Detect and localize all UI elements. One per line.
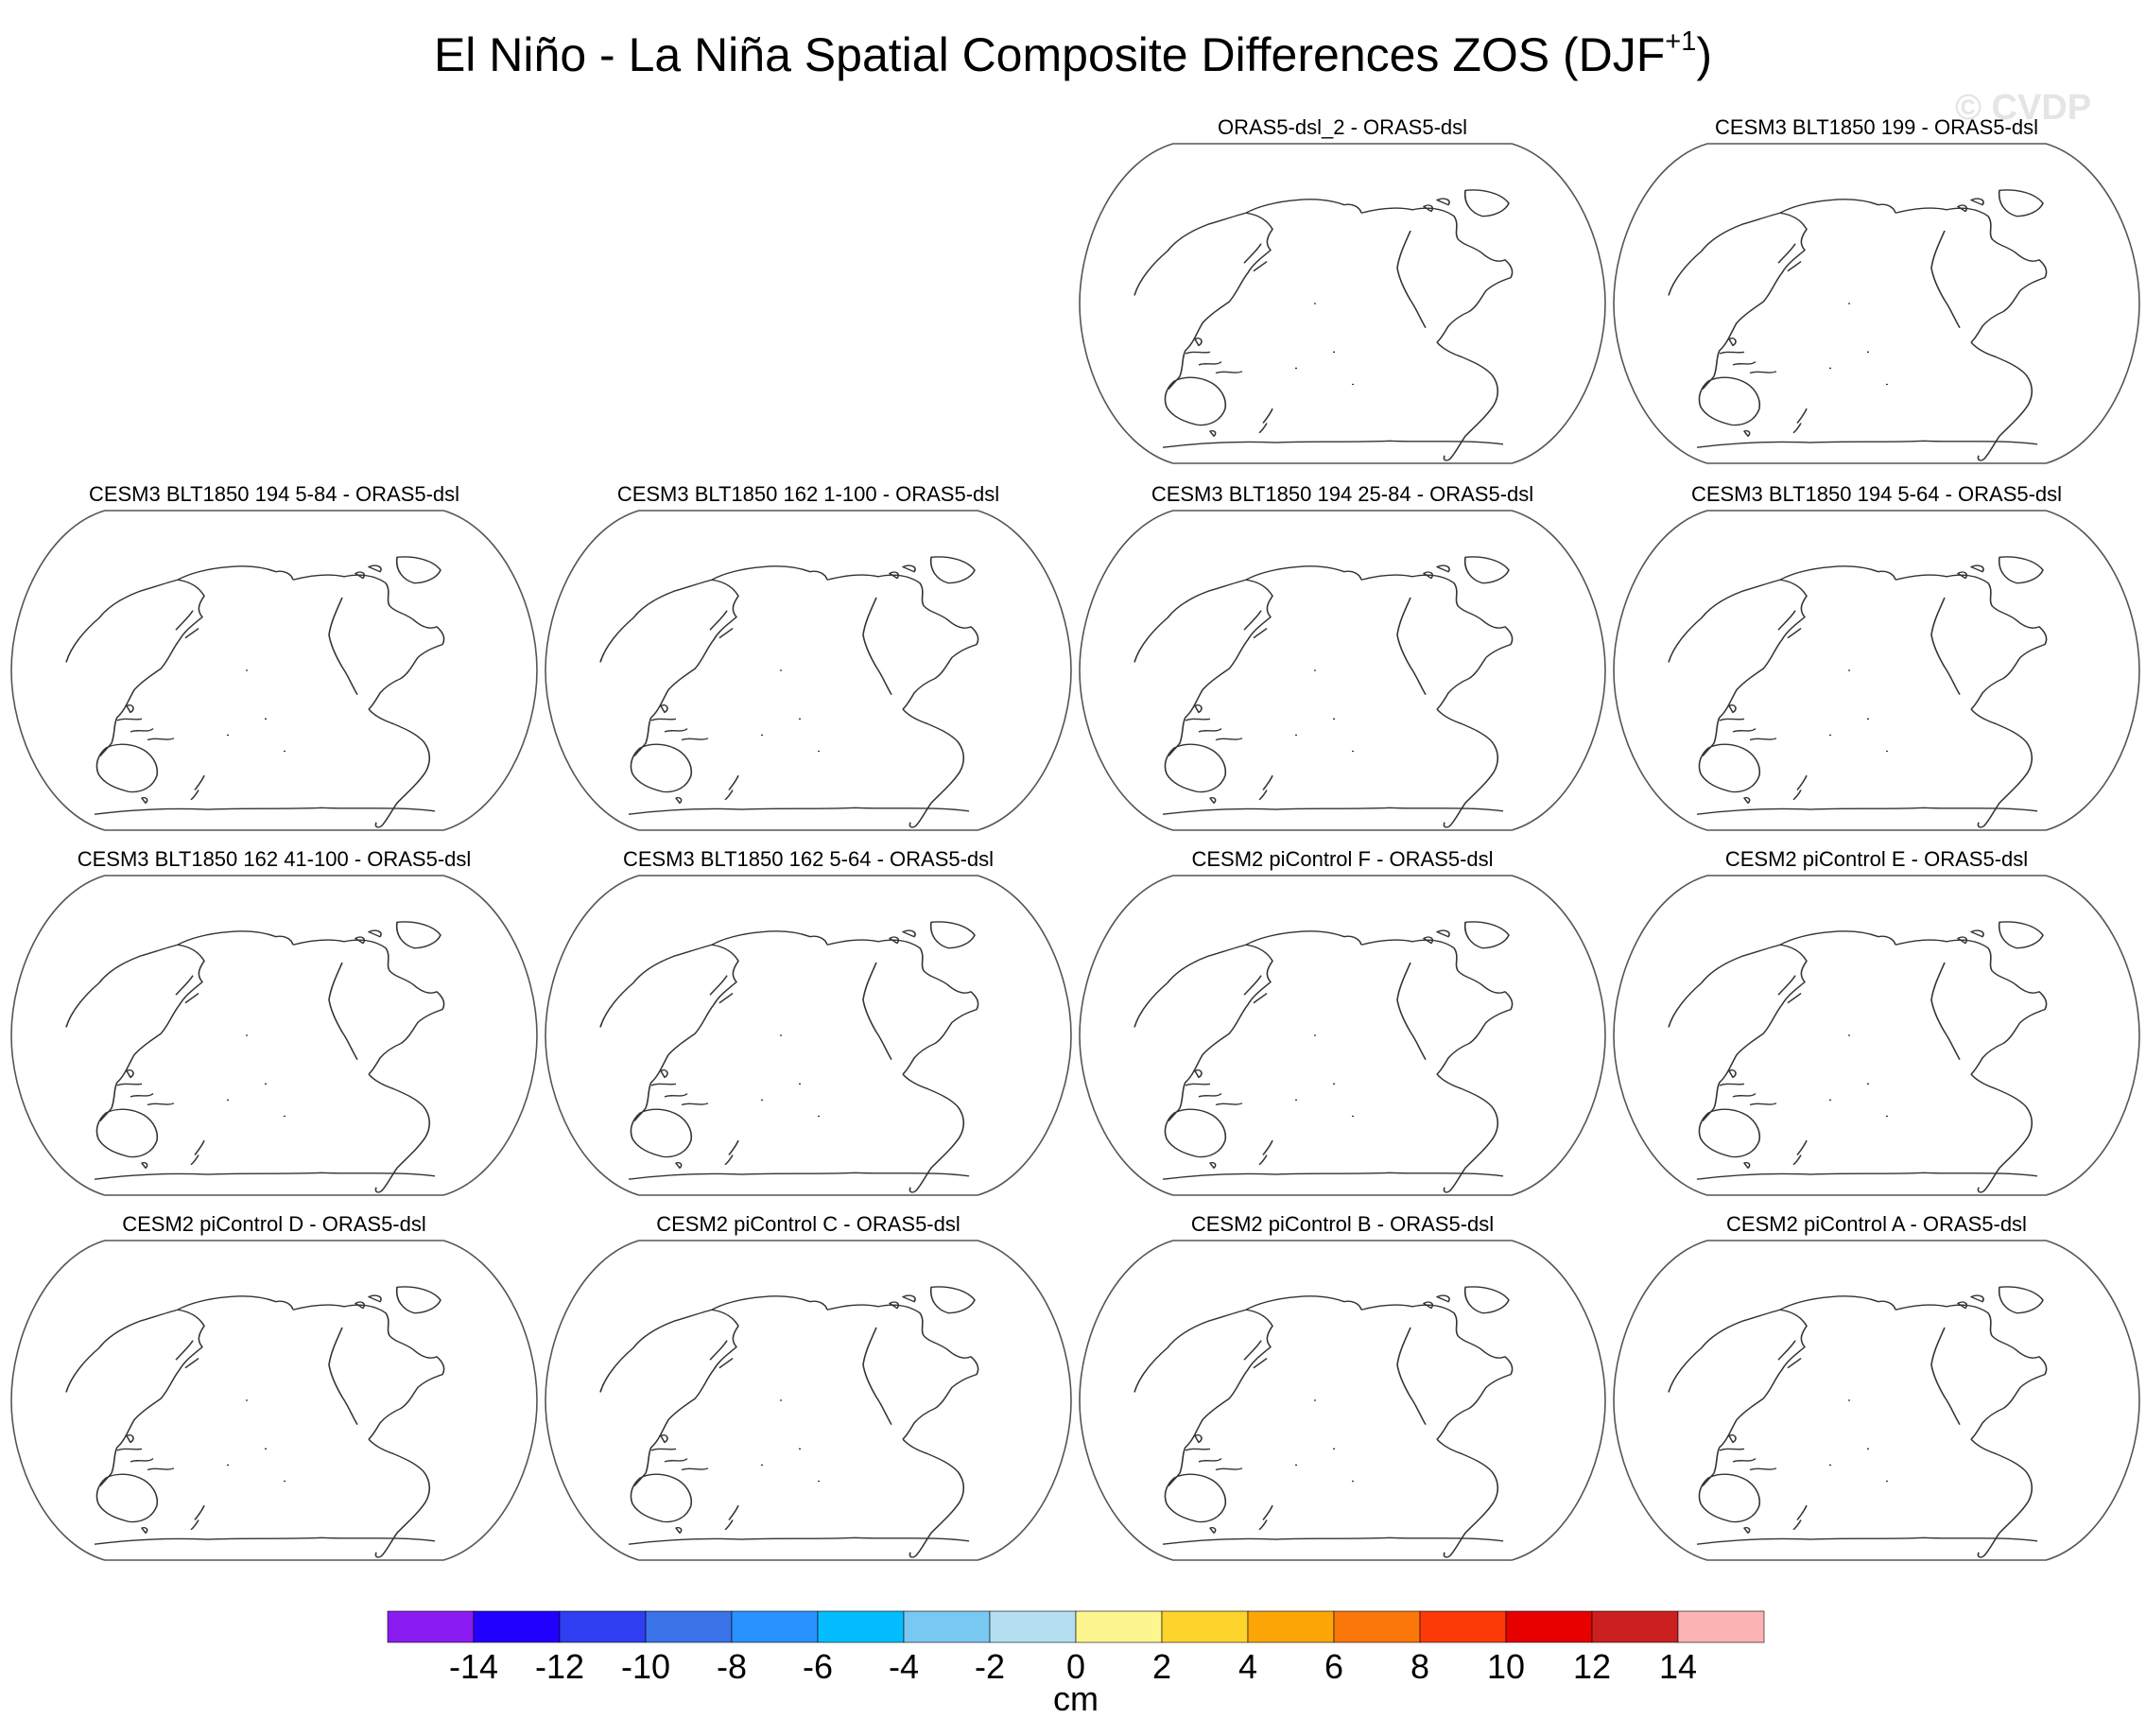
colorbar-units: cm xyxy=(1053,1679,1099,1718)
map-panel-title: CESM2 piControl F - ORAS5-dsl xyxy=(1191,847,1494,871)
map-panel-title: CESM3 BLT1850 194 5-84 - ORAS5-dsl xyxy=(88,482,460,506)
map-panel-title: CESM2 piControl C - ORAS5-dsl xyxy=(656,1212,961,1236)
world-map xyxy=(545,510,1072,831)
map-outline xyxy=(10,510,538,831)
map-panel-title: CESM3 BLT1850 162 1-100 - ORAS5-dsl xyxy=(616,482,1000,506)
colorbar-tick-label: -10 xyxy=(621,1647,670,1686)
colorbar-swatch xyxy=(473,1610,561,1643)
world-map xyxy=(1079,875,1606,1196)
map-outline xyxy=(1079,1240,1606,1561)
world-map xyxy=(1613,1240,2140,1561)
map-outline xyxy=(1613,1240,2140,1561)
colorbar-swatch xyxy=(731,1610,819,1643)
cvdp-watermark: © CVDP xyxy=(1955,88,2092,128)
map-outline xyxy=(1079,143,1606,464)
colorbar-swatch xyxy=(1677,1610,1765,1643)
map-outline xyxy=(1613,510,2140,831)
chart-title-close: ) xyxy=(1696,28,1713,81)
colorbar-swatch xyxy=(1333,1610,1421,1643)
colorbar-swatch xyxy=(1505,1610,1593,1643)
world-map xyxy=(1079,143,1606,464)
colorbar-tick-label: 6 xyxy=(1324,1647,1343,1686)
map-panel: CESM3 BLT1850 199 - ORAS5-dsl xyxy=(1612,115,2141,465)
colorbar-swatch xyxy=(559,1610,647,1643)
world-map xyxy=(10,875,538,1196)
colorbar-swatch xyxy=(1247,1610,1335,1643)
colorbar-swatch xyxy=(903,1610,991,1643)
colorbar-tick-label: -12 xyxy=(535,1647,584,1686)
map-panel: CESM2 piControl C - ORAS5-dsl xyxy=(544,1212,1073,1562)
map-panel: CESM2 piControl F - ORAS5-dsl xyxy=(1078,847,1607,1197)
map-panel-title: CESM2 piControl B - ORAS5-dsl xyxy=(1190,1212,1495,1236)
world-map xyxy=(1079,1240,1606,1561)
colorbar-swatch xyxy=(1161,1610,1249,1643)
map-panel: ORAS5-dsl_2 - ORAS5-dsl xyxy=(1078,115,1607,465)
colorbar-tick-label: -8 xyxy=(717,1647,747,1686)
map-panel: CESM2 piControl E - ORAS5-dsl xyxy=(1612,847,2141,1197)
world-map xyxy=(1613,875,2140,1196)
colorbar-swatch xyxy=(387,1610,475,1643)
map-outline xyxy=(545,875,1072,1196)
map-panel-title: CESM3 BLT1850 194 5-64 - ORAS5-dsl xyxy=(1690,482,2063,506)
colorbar-tick-label: 4 xyxy=(1238,1647,1257,1686)
colorbar-tick-label: 0 xyxy=(1066,1647,1085,1686)
world-map xyxy=(545,1240,1072,1561)
map-panel-title: CESM3 BLT1850 162 41-100 - ORAS5-dsl xyxy=(77,847,472,871)
map-outline xyxy=(1613,875,2140,1196)
map-panel-title: CESM2 piControl A - ORAS5-dsl xyxy=(1726,1212,2027,1236)
map-panel: CESM3 BLT1850 194 25-84 - ORAS5-dsl xyxy=(1078,482,1607,832)
map-panel-title: CESM3 BLT1850 162 5-64 - ORAS5-dsl xyxy=(622,847,995,871)
world-map xyxy=(10,1240,538,1561)
colorbar-swatch xyxy=(1075,1610,1163,1643)
map-outline xyxy=(545,1240,1072,1561)
map-panel-title: CESM3 BLT1850 194 25-84 - ORAS5-dsl xyxy=(1151,482,1534,506)
world-map xyxy=(10,510,538,831)
map-outline xyxy=(1613,143,2140,464)
chart-title-superscript: +1 xyxy=(1665,26,1697,57)
colorbar-tick-label: -14 xyxy=(449,1647,498,1686)
colorbar-tick-label: 8 xyxy=(1410,1647,1429,1686)
map-panel: CESM3 BLT1850 194 5-64 - ORAS5-dsl xyxy=(1612,482,2141,832)
map-panel: CESM3 BLT1850 162 41-100 - ORAS5-dsl xyxy=(9,847,539,1197)
map-panel-title: ORAS5-dsl_2 - ORAS5-dsl xyxy=(1217,115,1468,139)
map-outline xyxy=(10,875,538,1196)
world-map xyxy=(1079,510,1606,831)
map-panel: CESM2 piControl D - ORAS5-dsl xyxy=(9,1212,539,1562)
world-map xyxy=(1613,143,2140,464)
colorbar-swatch xyxy=(1419,1610,1507,1643)
colorbar-swatch xyxy=(817,1610,905,1643)
map-panel: CESM2 piControl A - ORAS5-dsl xyxy=(1612,1212,2141,1562)
colorbar-tick-label: 14 xyxy=(1659,1647,1697,1686)
world-map xyxy=(1613,510,2140,831)
colorbar-tick-label: 2 xyxy=(1152,1647,1171,1686)
world-map xyxy=(545,875,1072,1196)
chart-title-text: El Niño - La Niña Spatial Composite Diff… xyxy=(433,28,1666,81)
map-panel-title: CESM3 BLT1850 199 - ORAS5-dsl xyxy=(1715,115,2038,139)
colorbar-swatch xyxy=(1591,1610,1679,1643)
map-outline xyxy=(10,1240,538,1561)
map-panel: CESM3 BLT1850 162 1-100 - ORAS5-dsl xyxy=(544,482,1073,832)
colorbar-tick-label: 10 xyxy=(1487,1647,1525,1686)
colorbar-swatch xyxy=(989,1610,1077,1643)
map-panel-title: CESM2 piControl E - ORAS5-dsl xyxy=(1724,847,2029,871)
map-outline xyxy=(545,510,1072,831)
colorbar-tick-label: -6 xyxy=(803,1647,833,1686)
map-outline xyxy=(1079,875,1606,1196)
colorbar-tick-label: 12 xyxy=(1573,1647,1611,1686)
chart-title: El Niño - La Niña Spatial Composite Diff… xyxy=(0,25,2146,93)
colorbar-swatch xyxy=(645,1610,733,1643)
map-panel: CESM3 BLT1850 162 5-64 - ORAS5-dsl xyxy=(544,847,1073,1197)
colorbar-tick-label: -4 xyxy=(889,1647,919,1686)
colorbar-tick-label: -2 xyxy=(975,1647,1005,1686)
map-panel: CESM3 BLT1850 194 5-84 - ORAS5-dsl xyxy=(9,482,539,832)
map-panel-title: CESM2 piControl D - ORAS5-dsl xyxy=(122,1212,426,1236)
map-panel: CESM2 piControl B - ORAS5-dsl xyxy=(1078,1212,1607,1562)
map-outline xyxy=(1079,510,1606,831)
